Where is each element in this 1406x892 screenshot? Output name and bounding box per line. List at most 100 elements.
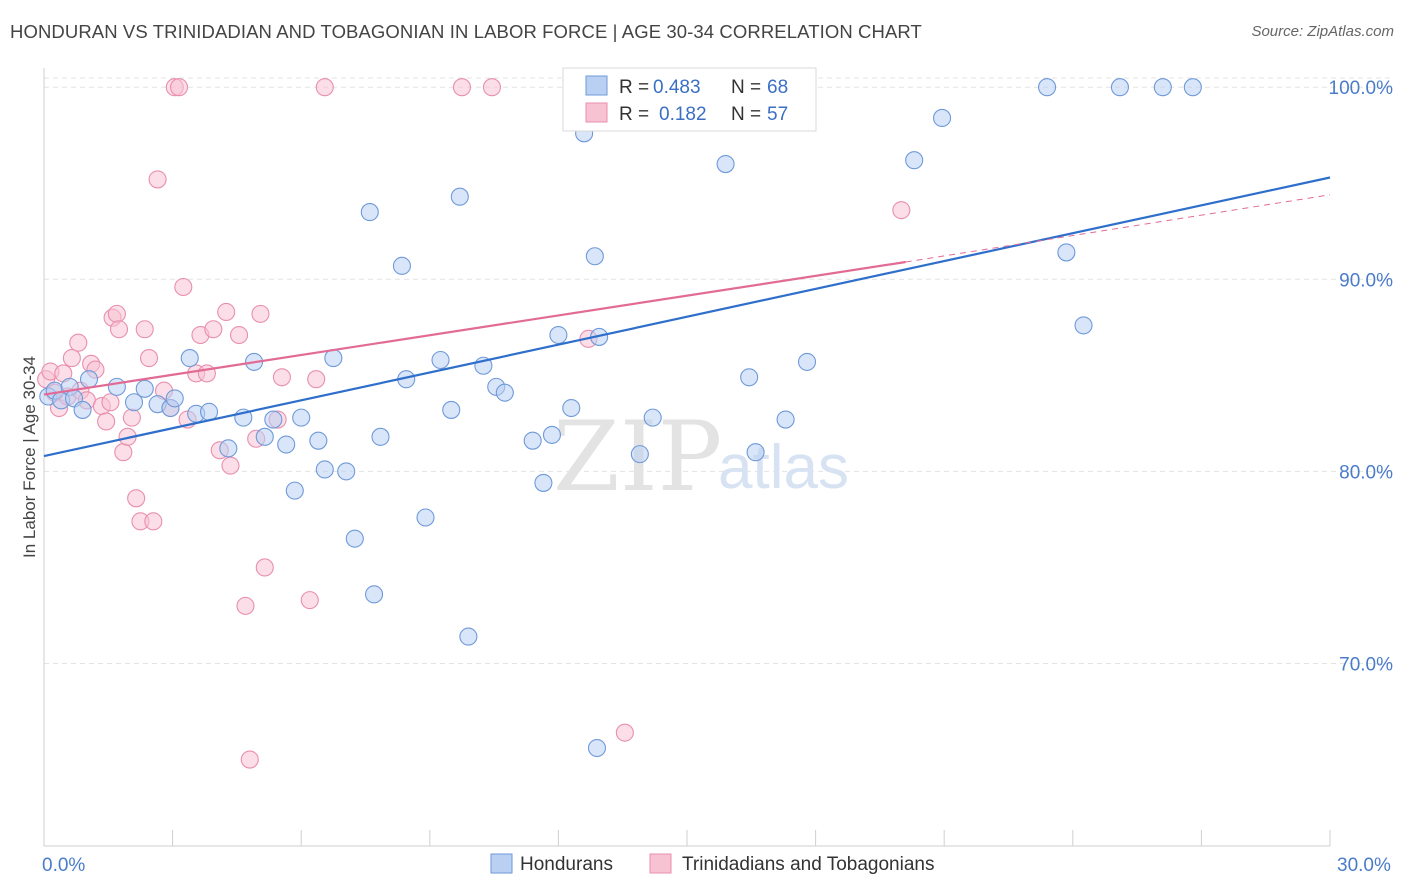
honduran-point	[746, 443, 765, 462]
trinidadian-point	[107, 304, 126, 323]
bottom-legend-label-hondurans: Hondurans	[520, 854, 613, 875]
honduran-point	[1057, 243, 1076, 262]
honduran-point	[124, 393, 144, 412]
y-tick-labels: 70.0% 80.0% 90.0% 100.0%	[1329, 78, 1394, 675]
trinidadian-point	[229, 325, 249, 345]
trinidadian-point	[892, 201, 911, 220]
trinidadian-point	[221, 456, 240, 475]
trinidadian-trendline	[43, 260, 906, 396]
x-tick-label-max: 30.0%	[1337, 855, 1391, 876]
honduran-point	[643, 408, 662, 427]
honduran-point	[416, 508, 435, 527]
honduran-trendline	[43, 176, 1331, 458]
trinidadian-point	[615, 723, 634, 742]
trinidadian-point	[240, 750, 259, 769]
honduran-point	[73, 400, 92, 419]
honduran-points	[39, 78, 1202, 758]
trinidadian-point	[122, 408, 141, 427]
y-tick-label: 90.0%	[1339, 270, 1393, 291]
trinidadian-point	[148, 170, 167, 189]
bottom-legend: Hondurans Trinidadians and Tobagonians	[490, 853, 934, 875]
trinidadian-trendline-extension	[905, 194, 1331, 263]
honduran-point	[345, 529, 364, 548]
honduran-point	[165, 389, 184, 408]
honduran-point	[431, 350, 450, 370]
honduran-point	[135, 379, 154, 398]
honduran-point	[292, 408, 311, 427]
honduran-point	[371, 427, 390, 446]
honduran-point	[450, 187, 469, 206]
honduran-point	[337, 462, 356, 481]
honduran-point	[542, 425, 562, 444]
trinidadian-point	[307, 370, 326, 389]
honduran-point	[315, 460, 334, 479]
honduran-point	[587, 738, 607, 758]
trinidadian-point	[452, 78, 472, 97]
legend-n-label-2: N =	[731, 104, 761, 125]
trinidadian-point	[127, 489, 146, 508]
y-axis-label: In Labor Force | Age 30-34	[20, 356, 39, 558]
honduran-point	[442, 400, 461, 419]
honduran-point	[180, 349, 199, 368]
honduran-point	[933, 108, 952, 127]
honduran-point	[324, 349, 343, 368]
trinidadian-point	[97, 412, 116, 431]
honduran-point	[523, 431, 542, 450]
y-tick-label: 100.0%	[1329, 78, 1394, 99]
legend-n-value-1: 68	[767, 77, 788, 98]
source-credit: Source: ZipAtlas.com	[1251, 23, 1394, 40]
honduran-point	[255, 427, 274, 446]
watermark-atlas: atlas	[718, 433, 849, 502]
chart-title: HONDURAN VS TRINIDADIAN AND TOBAGONIAN I…	[10, 21, 922, 42]
trinidadian-point	[169, 78, 189, 97]
honduran-point	[1110, 78, 1130, 97]
honduran-point	[392, 256, 411, 275]
honduran-point	[277, 435, 296, 454]
x-ticks	[43, 830, 1331, 846]
honduran-point	[360, 203, 379, 222]
honduran-point	[549, 325, 568, 345]
honduran-point	[309, 431, 328, 450]
trinidadian-point	[255, 558, 274, 577]
trinidadian-point	[272, 368, 291, 387]
honduran-point	[562, 398, 581, 418]
honduran-point	[219, 439, 238, 458]
trinidadian-point	[251, 304, 270, 323]
honduran-point	[79, 370, 99, 389]
trinidadian-point	[62, 349, 81, 368]
trinidadian-point	[482, 78, 502, 97]
trinidadian-point	[114, 443, 133, 462]
honduran-point	[459, 627, 478, 646]
honduran-point	[740, 368, 759, 387]
honduran-point	[107, 377, 126, 396]
trinidadian-point	[69, 333, 88, 352]
trinidadian-point	[174, 277, 193, 297]
x-tick-label-min: 0.0%	[42, 855, 85, 876]
trinidadian-point	[300, 591, 319, 610]
bottom-legend-swatch-trinidadians	[649, 853, 672, 874]
legend-r-value-1: 0.483	[653, 77, 701, 98]
trinidadian-point	[236, 596, 255, 615]
honduran-point	[905, 151, 924, 170]
honduran-point	[630, 445, 649, 464]
honduran-point	[1038, 78, 1057, 97]
honduran-point	[776, 410, 795, 429]
honduran-point	[585, 247, 604, 266]
trinidadian-point	[315, 78, 334, 97]
honduran-point	[495, 383, 514, 402]
legend-n-value-2: 57	[767, 104, 788, 125]
legend-swatch-trinidadians	[585, 102, 608, 123]
y-tick-label: 70.0%	[1339, 655, 1393, 676]
trinidadian-point	[144, 512, 163, 531]
honduran-point	[534, 473, 553, 492]
legend-r-label-1: R =	[619, 77, 649, 98]
trinidadian-point	[204, 320, 223, 339]
trendlines	[43, 176, 1331, 458]
y-tick-label: 80.0%	[1339, 462, 1393, 483]
honduran-point	[797, 352, 817, 371]
trinidadian-point	[217, 302, 236, 322]
trinidadian-point	[101, 393, 120, 412]
bottom-legend-swatch-hondurans	[490, 853, 513, 874]
trinidadian-point	[139, 349, 159, 368]
honduran-point	[199, 402, 219, 421]
